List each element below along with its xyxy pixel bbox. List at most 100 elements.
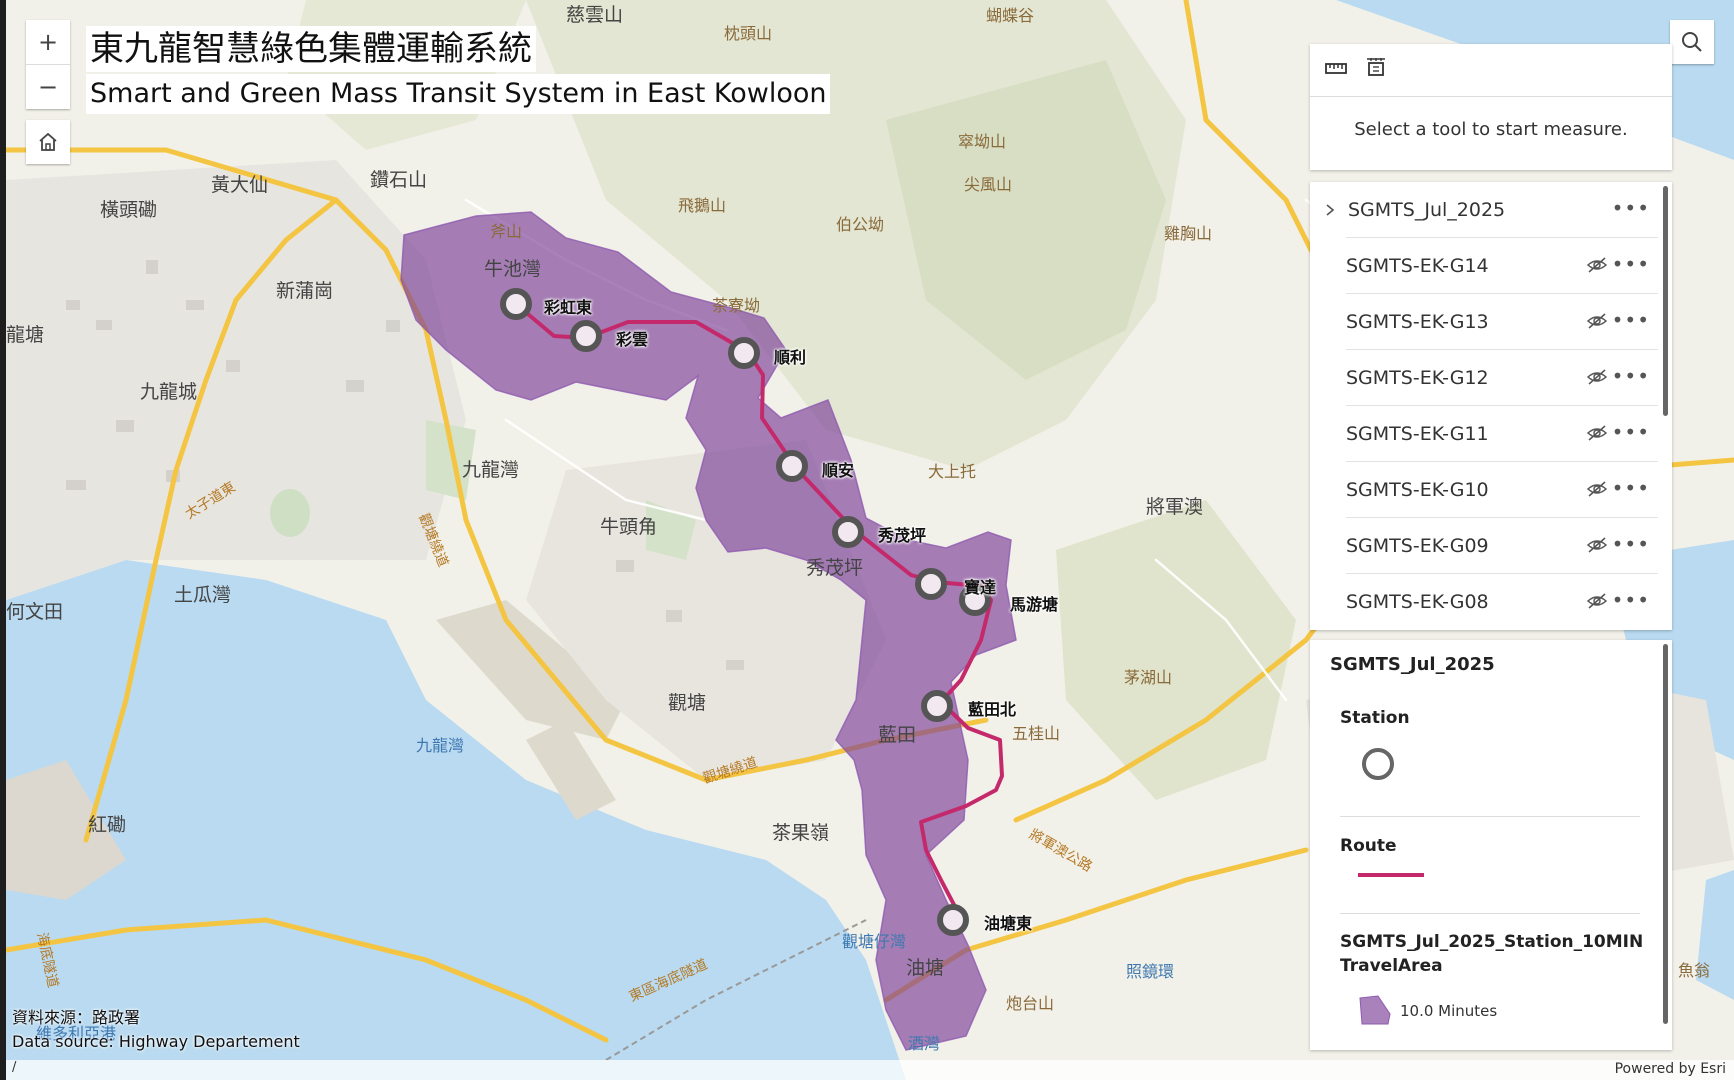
hill-label: 窣坳山 bbox=[958, 132, 1007, 151]
layer-list-scrollbar[interactable] bbox=[1663, 186, 1668, 416]
station-label: 秀茂坪 bbox=[878, 526, 927, 545]
chevron-right-icon[interactable] bbox=[1324, 203, 1336, 217]
hill-label: 炮台山 bbox=[1006, 994, 1055, 1013]
ruler-icon bbox=[1325, 63, 1347, 74]
legend-route-label: Route bbox=[1340, 836, 1397, 856]
more-options-icon[interactable]: ••• bbox=[1611, 196, 1650, 220]
water-label: 觀塘仔灣 bbox=[842, 932, 907, 951]
hill-label: 尖風山 bbox=[964, 175, 1013, 194]
station-symbol-icon bbox=[1362, 748, 1394, 780]
water-label: 維多利亞港 bbox=[36, 1024, 117, 1043]
title-zh-box: 東九龍智慧綠色集體運輸系統 bbox=[86, 26, 536, 72]
data-source-en: Data source: Highway Departement bbox=[12, 1032, 300, 1051]
measure-hint: Select a tool to start measure. bbox=[1354, 119, 1628, 140]
place-label: 將軍澳 bbox=[1146, 496, 1204, 518]
visibility-off-icon[interactable] bbox=[1586, 367, 1608, 387]
more-options-icon[interactable]: ••• bbox=[1611, 588, 1650, 612]
water-label: 酒灣 bbox=[908, 1034, 941, 1053]
place-label: 黃大仙 bbox=[211, 174, 269, 196]
layer-row[interactable]: SGMTS-EK-G13 ••• bbox=[1346, 293, 1658, 349]
layer-row[interactable]: SGMTS-EK-G11 ••• bbox=[1346, 405, 1658, 461]
data-source: 資料來源：路政署 Data source: Highway Departemen… bbox=[12, 1006, 300, 1054]
map-title-zh: 東九龍智慧綠色集體運輸系統 bbox=[90, 29, 532, 69]
station-label: 順利 bbox=[774, 348, 807, 367]
measurement-panel: Select a tool to start measure. bbox=[1310, 44, 1672, 170]
area-measure-button[interactable] bbox=[1364, 56, 1388, 84]
layer-row[interactable]: SGMTS-EK-G14 ••• bbox=[1346, 237, 1658, 293]
hill-label: 飛鵝山 bbox=[678, 196, 727, 215]
attribution-text[interactable]: / bbox=[12, 1060, 17, 1075]
area-measure-icon bbox=[1367, 58, 1385, 76]
travel-area-symbol-icon bbox=[1359, 995, 1391, 1025]
zoom-in-button[interactable]: + bbox=[37, 28, 59, 56]
layer-row[interactable]: SGMTS-EK-G09 ••• bbox=[1346, 517, 1658, 573]
station-label: 寶達 bbox=[964, 578, 997, 597]
more-options-icon[interactable]: ••• bbox=[1611, 364, 1650, 388]
place-label: 九龍城 bbox=[140, 381, 198, 403]
station-label: 馬游塘 bbox=[1010, 595, 1059, 614]
data-source-zh: 資料來源：路政署 bbox=[12, 1008, 141, 1027]
route-symbol-icon bbox=[1358, 873, 1424, 877]
water-label: 九龍灣 bbox=[416, 736, 465, 755]
legend-area-title: SGMTS_Jul_2025_Station_10MINTravelArea bbox=[1340, 932, 1644, 976]
legend-station-label: Station bbox=[1340, 708, 1410, 728]
visibility-off-icon[interactable] bbox=[1586, 479, 1608, 499]
window-edge bbox=[0, 0, 6, 1080]
layer-row[interactable]: SGMTS-EK-G08 ••• bbox=[1346, 573, 1658, 629]
more-options-icon[interactable]: ••• bbox=[1611, 420, 1650, 444]
home-button[interactable] bbox=[26, 120, 70, 164]
hill-label: 魚翁 bbox=[1678, 961, 1711, 980]
visibility-off-icon[interactable] bbox=[1586, 255, 1608, 275]
visibility-off-icon[interactable] bbox=[1586, 311, 1608, 331]
layer-name: SGMTS-EK-G14 bbox=[1346, 254, 1489, 277]
visibility-off-icon[interactable] bbox=[1586, 423, 1608, 443]
hill-label: 茅湖山 bbox=[1124, 668, 1173, 687]
hill-label: 枕頭山 bbox=[724, 24, 773, 43]
distance-measure-button[interactable] bbox=[1324, 58, 1348, 82]
place-label: 新蒲崗 bbox=[276, 280, 334, 302]
legend-scrollbar[interactable] bbox=[1663, 644, 1668, 1024]
legend-divider bbox=[1340, 816, 1640, 817]
place-label: 藍田 bbox=[878, 724, 917, 746]
hill-label: 大上托 bbox=[928, 462, 977, 481]
place-label: 牛頭角 bbox=[600, 516, 658, 538]
layer-row[interactable]: SGMTS-EK-G12 ••• bbox=[1346, 349, 1658, 405]
more-options-icon[interactable]: ••• bbox=[1611, 252, 1650, 276]
place-label: 何文田 bbox=[6, 601, 64, 623]
layer-name: SGMTS-EK-G11 bbox=[1346, 422, 1489, 445]
map-title-en: Smart and Green Mass Transit System in E… bbox=[90, 78, 827, 109]
place-label: 慈雲山 bbox=[566, 4, 624, 26]
station-label: 彩雲 bbox=[616, 330, 649, 349]
search-button[interactable] bbox=[1670, 20, 1714, 64]
powered-by-esri[interactable]: Powered by Esri bbox=[1614, 1061, 1726, 1077]
more-options-icon[interactable]: ••• bbox=[1611, 308, 1650, 332]
hill-label: 雞胸山 bbox=[1164, 224, 1213, 243]
hill-label: 蝴蝶谷 bbox=[986, 6, 1035, 25]
place-label: 牛池灣 bbox=[484, 258, 542, 280]
legend-panel: SGMTS_Jul_2025 Station Route SGMTS_Jul_2… bbox=[1310, 640, 1672, 1050]
home-icon bbox=[39, 132, 57, 151]
visibility-off-icon[interactable] bbox=[1586, 535, 1608, 555]
hill-label: 斧山 bbox=[490, 222, 523, 241]
title-en-box: Smart and Green Mass Transit System in E… bbox=[86, 74, 831, 114]
layer-children: SGMTS-EK-G14 ••• SGMTS-EK-G13 ••• SGMTS-EK-G… bbox=[1310, 237, 1672, 629]
layer-row[interactable]: SGMTS-EK-G10 ••• bbox=[1346, 461, 1658, 517]
attribution-bar bbox=[6, 1060, 1734, 1080]
zoom-out-button[interactable]: − bbox=[37, 73, 59, 101]
place-label: 九龍灣 bbox=[462, 459, 520, 481]
more-options-icon[interactable]: ••• bbox=[1611, 532, 1650, 556]
layer-name: SGMTS-EK-G12 bbox=[1346, 366, 1489, 389]
place-label: 土瓜灣 bbox=[174, 584, 232, 606]
hill-label: 五桂山 bbox=[1012, 724, 1061, 743]
place-label: 觀塘 bbox=[668, 692, 707, 714]
more-options-icon[interactable]: ••• bbox=[1611, 476, 1650, 500]
place-label: 龍塘 bbox=[6, 324, 45, 346]
hill-label: 伯公坳 bbox=[836, 215, 885, 234]
layer-group-row[interactable]: SGMTS_Jul_2025 ••• bbox=[1310, 182, 1672, 237]
station-label: 順安 bbox=[822, 461, 855, 480]
legend-title: SGMTS_Jul_2025 bbox=[1330, 654, 1495, 675]
zoom-control: + − bbox=[26, 20, 70, 109]
visibility-off-icon[interactable] bbox=[1586, 591, 1608, 611]
layer-name: SGMTS-EK-G09 bbox=[1346, 534, 1489, 557]
place-label: 茶果嶺 bbox=[772, 822, 830, 844]
